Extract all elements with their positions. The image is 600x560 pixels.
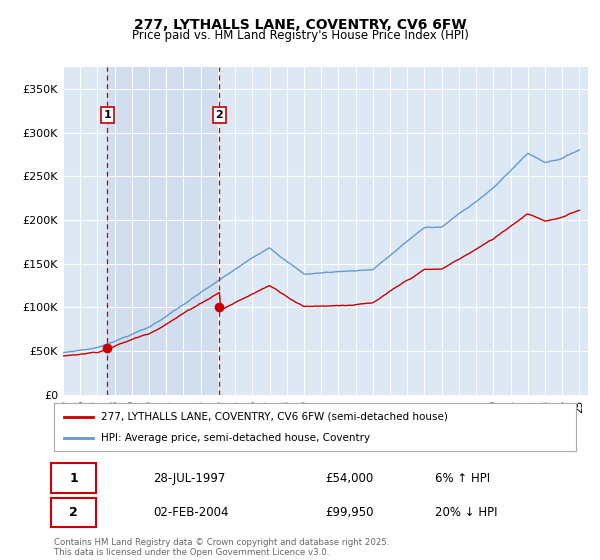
Text: 02-FEB-2004: 02-FEB-2004 <box>153 506 229 519</box>
Text: £99,950: £99,950 <box>325 506 374 519</box>
Text: 1: 1 <box>70 472 78 484</box>
Text: £54,000: £54,000 <box>325 472 374 484</box>
Text: 2: 2 <box>215 110 223 120</box>
Text: 28-JUL-1997: 28-JUL-1997 <box>153 472 226 484</box>
Bar <box>107 67 220 395</box>
Text: 277, LYTHALLS LANE, COVENTRY, CV6 6FW: 277, LYTHALLS LANE, COVENTRY, CV6 6FW <box>134 18 466 32</box>
Text: 277, LYTHALLS LANE, COVENTRY, CV6 6FW (semi-detached house): 277, LYTHALLS LANE, COVENTRY, CV6 6FW (s… <box>101 412 448 422</box>
Text: 1: 1 <box>104 110 111 120</box>
FancyBboxPatch shape <box>52 463 96 493</box>
Text: Price paid vs. HM Land Registry's House Price Index (HPI): Price paid vs. HM Land Registry's House … <box>131 29 469 42</box>
Text: 2: 2 <box>70 506 78 519</box>
FancyBboxPatch shape <box>52 498 96 528</box>
Text: Contains HM Land Registry data © Crown copyright and database right 2025.
This d: Contains HM Land Registry data © Crown c… <box>54 538 389 557</box>
Text: 6% ↑ HPI: 6% ↑ HPI <box>435 472 490 484</box>
Text: HPI: Average price, semi-detached house, Coventry: HPI: Average price, semi-detached house,… <box>101 433 370 444</box>
Text: 20% ↓ HPI: 20% ↓ HPI <box>435 506 497 519</box>
